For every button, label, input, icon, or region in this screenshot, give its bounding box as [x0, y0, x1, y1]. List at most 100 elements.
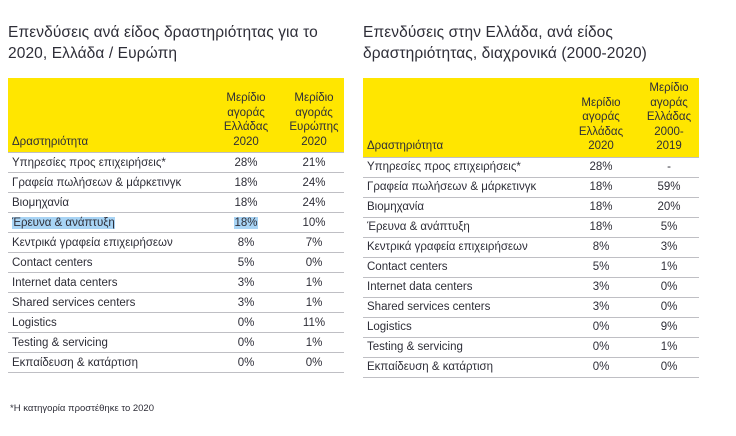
cell-share: 0% [284, 252, 344, 273]
cell-text: Κεντρικά γραφεία επιχειρήσεων [367, 241, 528, 253]
cell-text: Contact centers [12, 256, 93, 269]
table-panel-left: Επενδύσεις ανά είδος δραστηριότητας για … [8, 22, 344, 373]
table-row: Logistics 0% 9% [363, 317, 699, 338]
cell-text: 1% [305, 296, 323, 309]
investment-table-left: Δραστηριότητα Μερίδιο αγοράς Ελλάδας 202… [8, 78, 344, 373]
table-row: Logistics 0% 11% [8, 312, 344, 333]
table-body-right: Υπηρεσίες προς επιχειρήσεις* 28% - Γραφεία … [363, 156, 699, 378]
cell-text: Contact centers [367, 261, 448, 273]
cell-text: 21% [302, 156, 326, 169]
cell-text: 0% [305, 256, 323, 269]
cell-text: 0% [660, 281, 678, 293]
cell-share: 24% [284, 192, 344, 213]
cell-share: 8% [563, 237, 639, 258]
cell-text: 24% [302, 196, 326, 209]
header-share-greece-2020: Μερίδιο αγοράς Ελλάδας 2020 [578, 96, 624, 153]
cell-share: - [639, 156, 699, 178]
cell-share: 0% [639, 277, 699, 298]
cell-share: 8% [208, 232, 284, 253]
cell-text: Testing & servicing [12, 336, 108, 349]
cell-activity: Testing & servicing [363, 337, 563, 358]
cell-share: 0% [563, 317, 639, 338]
cell-text: 3% [592, 301, 610, 313]
table-row: Εκπαίδευση & κατάρτιση 0% 0% [8, 352, 344, 373]
cell-text: Εκπαίδευση & κατάρτιση [12, 356, 139, 369]
cell-activity: Internet data centers [8, 272, 208, 293]
table-header-row: Δραστηριότητα Μερίδιο αγοράς Ελλάδας 202… [8, 78, 344, 153]
cell-share: 1% [284, 272, 344, 293]
cell-share: 18% [208, 212, 284, 233]
cell-text: Internet data centers [12, 276, 118, 289]
cell-share: 59% [639, 177, 699, 198]
cell-share: 20% [639, 197, 699, 218]
cell-text: Testing & servicing [367, 341, 463, 353]
cell-share: 10% [284, 212, 344, 233]
investment-table-right: Δραστηριότητα Μερίδιο αγοράς Ελλάδας 202… [363, 78, 699, 378]
table-row: Βιομηχανία 18% 24% [8, 192, 344, 213]
cell-text: Υπηρεσίες προς επιχειρήσεις* [367, 161, 521, 173]
cell-activity: Shared services centers [363, 297, 563, 318]
cell-share: 3% [208, 272, 284, 293]
cell-share: 18% [563, 177, 639, 198]
cell-text: 0% [305, 356, 323, 369]
cell-text: 0% [592, 321, 610, 333]
cell-text: 18% [234, 216, 258, 229]
cell-text: Γραφεία πωλήσεων & μάρκετινγκ [12, 176, 182, 189]
cell-text: 24% [302, 176, 326, 189]
cell-share: 3% [563, 297, 639, 318]
table-row: Internet data centers 3% 1% [8, 272, 344, 293]
cell-text: Shared services centers [12, 296, 136, 309]
cell-text: 3% [592, 281, 610, 293]
cell-text: 28% [234, 156, 258, 169]
table-row: Testing & servicing 0% 1% [363, 337, 699, 358]
cell-activity: Logistics [363, 317, 563, 338]
cell-activity: Γραφεία πωλήσεων & μάρκετινγκ [8, 172, 208, 193]
cell-share: 0% [208, 332, 284, 353]
cell-text: Βιομηχανία [12, 196, 69, 209]
cell-activity: Κεντρικά γραφεία επιχειρήσεων [363, 237, 563, 258]
header-activity: Δραστηριότητα [12, 135, 89, 148]
cell-share: 18% [208, 172, 284, 193]
cell-activity: Έρευνα & ανάπτυξη [363, 217, 563, 238]
cell-activity: Internet data centers [363, 277, 563, 298]
table-row: Υπηρεσίες προς επιχειρήσεις* 28% - [363, 156, 699, 178]
table-panel-right: Επενδύσεις στην Ελλάδα, ανά είδος δραστη… [363, 22, 699, 378]
cell-share: 7% [284, 232, 344, 253]
cell-share: 1% [639, 257, 699, 278]
cell-activity: Εκπαίδευση & κατάρτιση [363, 357, 563, 378]
cell-activity: Testing & servicing [8, 332, 208, 353]
cell-text: 8% [237, 236, 255, 249]
cell-share: 5% [639, 217, 699, 238]
table-row: Έρευνα & ανάπτυξη 18% 5% [363, 217, 699, 238]
cell-text: 20% [657, 201, 681, 213]
cell-text: 7% [305, 236, 323, 249]
cell-share: 5% [563, 257, 639, 278]
cell-text: 18% [589, 221, 613, 233]
cell-share: 1% [284, 292, 344, 313]
cell-text: Internet data centers [367, 281, 473, 293]
cell-activity: Contact centers [363, 257, 563, 278]
cell-text: 0% [660, 361, 678, 373]
table-title-left: Επενδύσεις ανά είδος δραστηριότητας για … [8, 24, 318, 62]
cell-activity: Εκπαίδευση & κατάρτιση [8, 352, 208, 373]
cell-text: 3% [660, 241, 678, 253]
cell-text: 18% [234, 196, 258, 209]
footnote: *Η κατηγορία προστέθηκε το 2020 [10, 403, 154, 414]
cell-share: 24% [284, 172, 344, 193]
cell-text: 18% [234, 176, 258, 189]
table-row: Shared services centers 3% 1% [8, 292, 344, 313]
cell-text: Υπηρεσίες προς επιχειρήσεις* [12, 156, 166, 169]
cell-text: 9% [660, 321, 678, 333]
cell-share: 0% [208, 352, 284, 373]
cell-text: Κεντρικά γραφεία επιχειρήσεων [12, 236, 173, 249]
cell-text: 1% [660, 341, 678, 353]
cell-text: 10% [302, 216, 326, 229]
cell-text: 0% [592, 361, 610, 373]
header-share-europe-2020: Μερίδιο αγοράς Ευρώπης 2020 [289, 92, 339, 148]
cell-share: 0% [563, 337, 639, 358]
cell-share: 18% [563, 217, 639, 238]
table-row: Έρευνα & ανάπτυξη 18% 10% [8, 212, 344, 233]
cell-text: Γραφεία πωλήσεων & μάρκετινγκ [367, 181, 537, 193]
table-header-row: Δραστηριότητα Μερίδιο αγοράς Ελλάδας 202… [363, 78, 699, 157]
cell-text: 11% [302, 316, 326, 329]
